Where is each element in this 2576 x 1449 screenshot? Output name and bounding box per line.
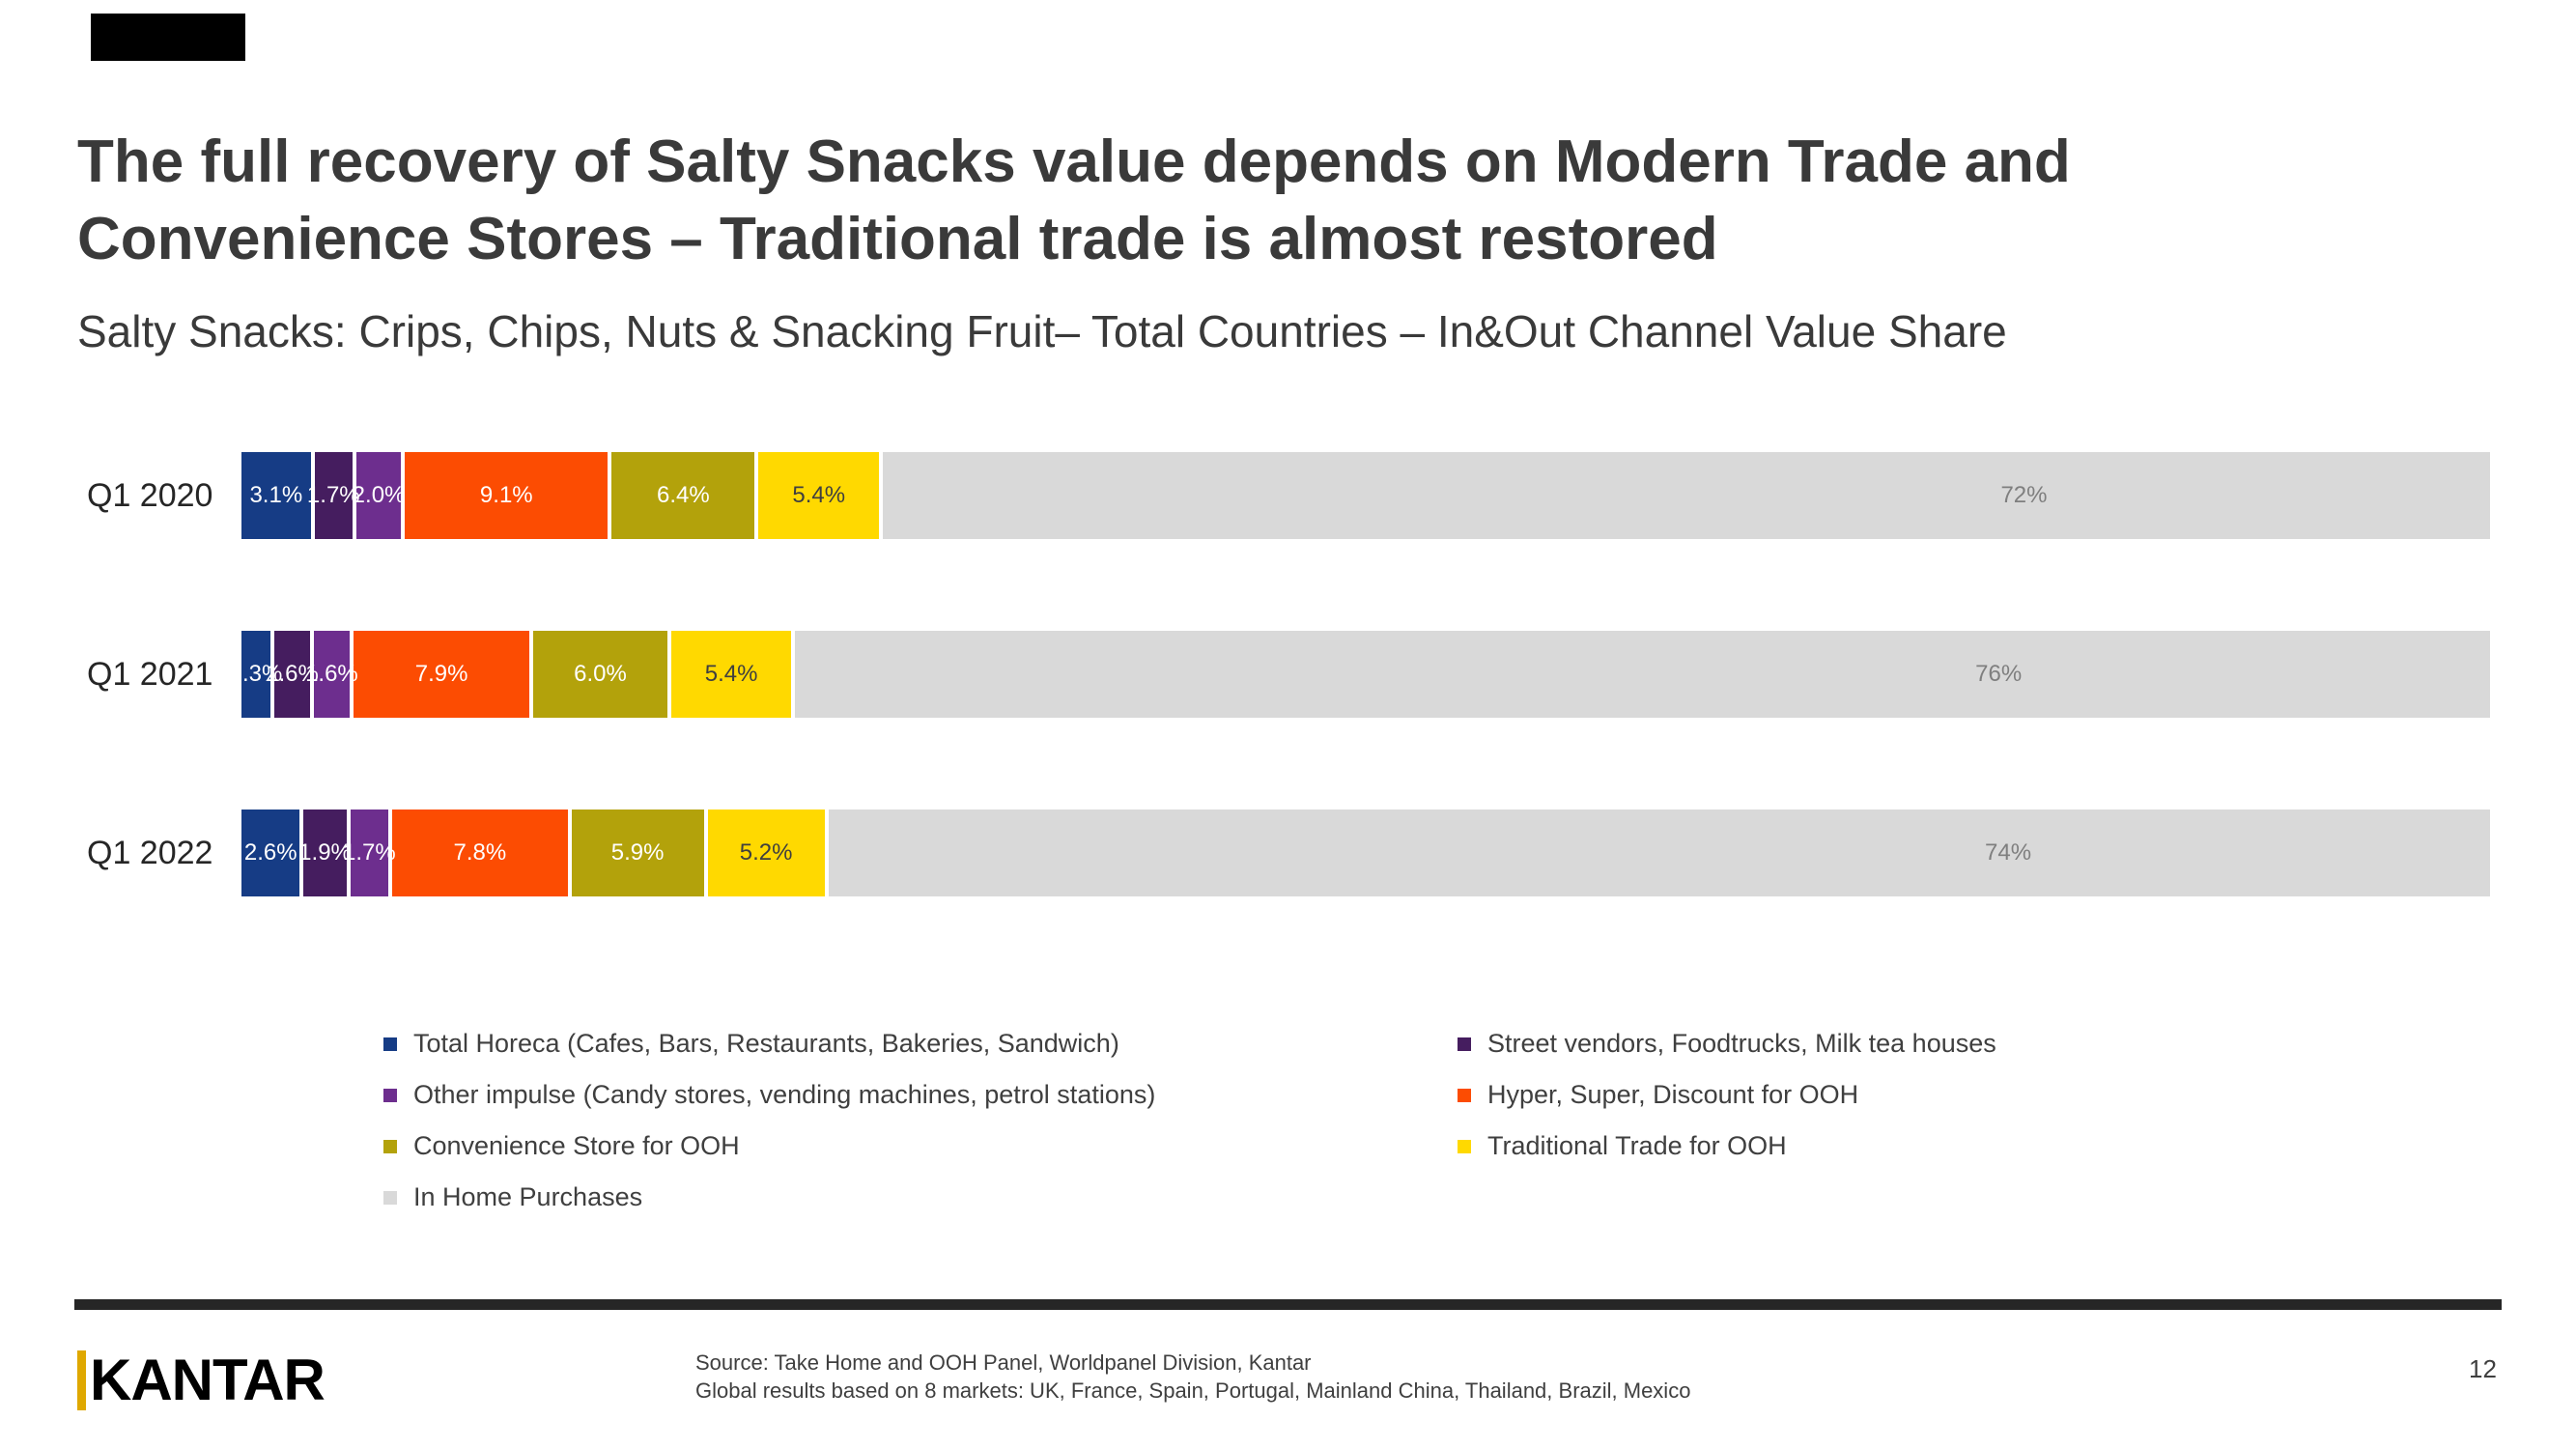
slide-subtitle: Salty Snacks: Crips, Chips, Nuts & Snack… <box>77 306 2007 356</box>
legend-marker-icon <box>1458 1037 1471 1051</box>
legend-marker-icon <box>1458 1088 1471 1102</box>
bar-segment-value: 5.9% <box>610 839 665 866</box>
legend-column-1: Total Horeca (Cafes, Bars, Restaurants, … <box>383 1018 1155 1223</box>
bar-segment: 1.9% <box>298 810 352 896</box>
bar-segment-value: 3.1% <box>249 482 303 508</box>
legend-item: In Home Purchases <box>383 1172 1155 1223</box>
bar-segment: 5.4% <box>670 631 792 718</box>
bar-segment: 7.8% <box>392 810 568 896</box>
legend-label: Other impulse (Candy stores, vending mac… <box>413 1080 1156 1109</box>
bar-segment-value: 1.6% <box>266 661 319 687</box>
bar-segment-value: 1.6% <box>305 661 358 687</box>
legend-marker-icon <box>1458 1139 1471 1153</box>
category-label: Q1 2022 <box>87 834 213 871</box>
bar-segment: 1.6% <box>305 631 358 718</box>
bar-segment: 1.3% <box>241 631 282 718</box>
legend-item: Convenience Store for OOH <box>383 1121 1155 1172</box>
bar-segment-value: 1.7% <box>343 839 396 866</box>
slide-title: The full recovery of Salty Snacks value … <box>77 128 2071 272</box>
slide-corner-tab <box>91 14 245 61</box>
bar-segment-value: 6.4% <box>657 482 710 508</box>
bar-segment-value: 2.6% <box>243 839 297 866</box>
legend-item: Other impulse (Candy stores, vending mac… <box>383 1069 1155 1121</box>
source-line-2: Global results based on 8 markets: UK, F… <box>695 1378 1691 1403</box>
bar-segment-value: 2.0% <box>352 482 406 508</box>
bar-segment: 1.7% <box>307 452 360 539</box>
bar-segment: 7.9% <box>353 631 530 718</box>
bar-segment-value: 5.2% <box>739 839 793 866</box>
bar-segment-value: 5.4% <box>704 661 758 687</box>
bar-segment: 5.4% <box>758 452 880 539</box>
bar-segment-value: 9.1% <box>479 482 533 508</box>
bar-track: 3.1% 1.7% 2.0% 9.1% 6.4% 5.4% 72% <box>241 452 2490 539</box>
category-label: Q1 2020 <box>87 476 213 514</box>
bar-segment-value: 5.4% <box>792 482 846 508</box>
bar-segment: 1.6% <box>266 631 319 718</box>
bar-segment: 6.0% <box>533 631 667 718</box>
footer-divider <box>74 1299 2502 1310</box>
bar-segment-value: 1.7% <box>306 482 360 508</box>
bar-segment: 5.2% <box>707 810 825 896</box>
bar-segment: 1.7% <box>343 810 396 896</box>
bar-segment: 76% <box>795 631 2490 718</box>
bar-track: 2.6% 1.9% 1.7% 7.8% 5.9% 5.2% 74% <box>241 810 2490 896</box>
legend-marker-icon <box>383 1139 397 1153</box>
bar-segment-value: 1.3% <box>241 661 283 687</box>
legend-label: In Home Purchases <box>413 1182 643 1211</box>
chart-row-q1-2020: Q1 2020 3.1% 1.7% 2.0% 9.1% 6.4% 5.4% 72% <box>87 452 2490 539</box>
bar-segment: 2.6% <box>241 810 300 896</box>
bar-segment: 6.4% <box>611 452 755 539</box>
bar-segment: 74% <box>828 810 2490 896</box>
chart-row-q1-2022: Q1 2022 2.6% 1.9% 1.7% 7.8% 5.9% 5.2% 74% <box>87 810 2490 896</box>
legend-marker-icon <box>383 1037 397 1051</box>
legend-label: Hyper, Super, Discount for OOH <box>1487 1080 1859 1109</box>
legend-label: Convenience Store for OOH <box>413 1131 740 1160</box>
legend-marker-icon <box>383 1190 397 1205</box>
bar-segment: 9.1% <box>405 452 609 539</box>
stacked-bar-chart: Q1 2020 3.1% 1.7% 2.0% 9.1% 6.4% 5.4% 72% Q1 202… <box>87 452 2490 988</box>
bar-segment: 3.1% <box>241 452 311 539</box>
source-note: Source: Take Home and OOH Panel, Worldpa… <box>695 1349 1690 1405</box>
bar-segment-value: 7.8% <box>453 839 507 866</box>
source-line-1: Source: Take Home and OOH Panel, Worldpa… <box>695 1350 1312 1375</box>
legend-label: Traditional Trade for OOH <box>1487 1131 1787 1160</box>
bar-segment-value: 6.0% <box>574 661 627 687</box>
bar-segment-value: 7.9% <box>414 661 468 687</box>
legend-column-2: Street vendors, Foodtrucks, Milk tea hou… <box>1458 1018 1996 1172</box>
kantar-logo-text: KANTAR <box>90 1348 326 1412</box>
bar-segment-value: 76% <box>1975 661 2023 687</box>
kantar-logo-accent-bar <box>77 1350 86 1410</box>
legend-item: Street vendors, Foodtrucks, Milk tea hou… <box>1458 1018 1996 1069</box>
legend-item: Hyper, Super, Discount for OOH <box>1458 1069 1996 1121</box>
bar-segment-value: 72% <box>2000 482 2048 508</box>
bar-segment: 2.0% <box>353 452 405 539</box>
bar-segment: 72% <box>883 452 2490 539</box>
legend-item: Traditional Trade for OOH <box>1458 1121 1996 1172</box>
kantar-logo: KANTAR <box>77 1348 326 1412</box>
legend-item: Total Horeca (Cafes, Bars, Restaurants, … <box>383 1018 1155 1069</box>
category-label: Q1 2021 <box>87 655 213 693</box>
bar-segment-value: 74% <box>1985 839 2032 866</box>
bar-track: 1.3%1.6%1.6%7.9%6.0%5.4%76% <box>241 631 2490 718</box>
legend-label: Street vendors, Foodtrucks, Milk tea hou… <box>1487 1029 1996 1058</box>
legend-label: Total Horeca (Cafes, Bars, Restaurants, … <box>413 1029 1119 1058</box>
page-number: 12 <box>2469 1354 2497 1383</box>
legend-marker-icon <box>383 1088 397 1102</box>
bar-segment-value: 1.9% <box>298 839 352 866</box>
bar-segment: 5.9% <box>571 810 704 896</box>
chart-row-q1-2021: Q1 20211.3%1.6%1.6%7.9%6.0%5.4%76% <box>87 631 2490 718</box>
